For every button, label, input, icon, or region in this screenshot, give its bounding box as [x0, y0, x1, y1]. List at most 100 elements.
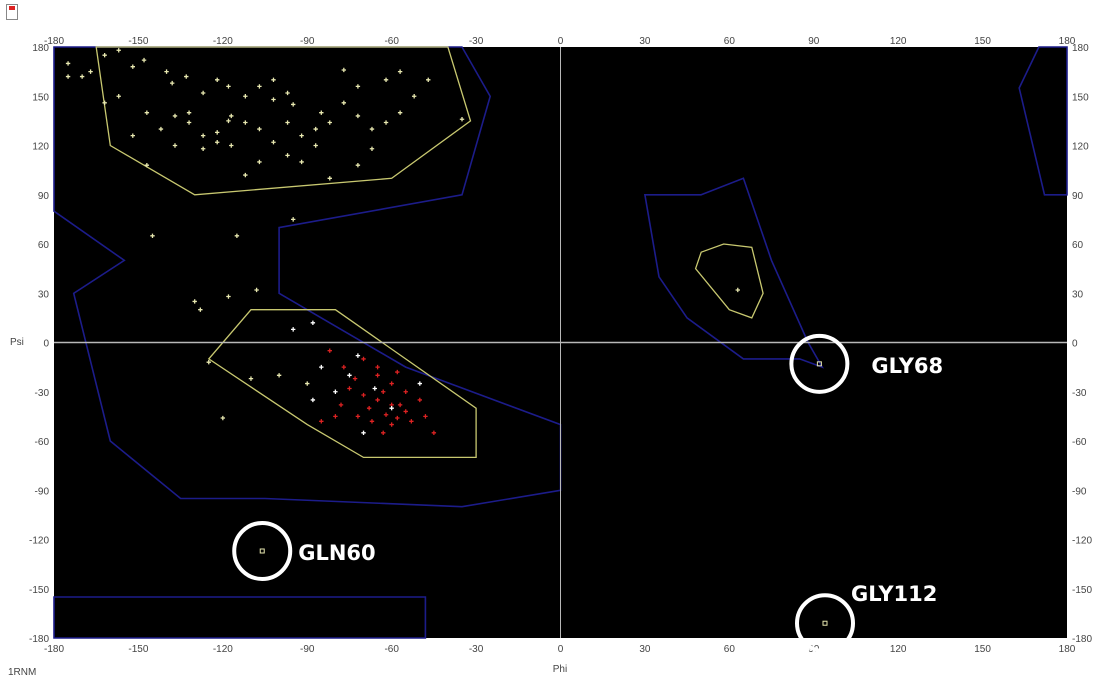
residue-outside-point-5 [226, 294, 231, 299]
residue-point-51 [130, 133, 135, 138]
residue-point-60 [186, 110, 192, 115]
x-tick-top-2: -120 [213, 36, 233, 47]
helix-residue-point-26 [341, 364, 347, 370]
x-tick-bottom-3: -90 [300, 644, 315, 655]
x-tick-bottom-6: 0 [558, 644, 564, 655]
y-axis-title: Psi [10, 337, 24, 348]
residue-outside-point-11 [276, 373, 282, 378]
x-tick-top-1: -150 [128, 36, 148, 47]
x-tick-bottom-10: 120 [890, 644, 907, 655]
residue-point-20 [172, 113, 178, 119]
helix-residue-white-point-6 [389, 405, 394, 411]
x-tick-bottom-4: -60 [384, 644, 399, 655]
helix-residue-point-9 [366, 405, 372, 411]
residue-point-63 [290, 102, 296, 107]
residue-point-43 [341, 67, 347, 73]
helix-residue-point-11 [395, 415, 400, 421]
helix-residue-point-10 [383, 412, 389, 417]
helix-residue-point-22 [381, 389, 386, 394]
helix-residue-point-14 [403, 389, 408, 394]
callout-residue-1 [816, 361, 822, 367]
y-tick-left-3: 90 [38, 191, 50, 202]
helix-residue-point-17 [423, 414, 428, 419]
x-tick-top-9: 90 [808, 36, 820, 47]
residue-outside-point-0 [150, 233, 155, 238]
residue-point-56 [369, 146, 375, 151]
residue-point-54 [327, 176, 332, 181]
helix-residue-point-21 [397, 402, 403, 408]
x-tick-top-3: -90 [300, 36, 315, 47]
points-layer [65, 48, 740, 435]
helix-residue-point-19 [431, 430, 437, 435]
callout-residue-2 [822, 620, 828, 626]
x-tick-top-12: 180 [1059, 36, 1076, 47]
helix-residue-point-15 [417, 397, 423, 403]
y-tick-right-0: 180 [1072, 43, 1089, 54]
allowed-region-1 [643, 177, 824, 369]
helix-residue-white-point-8 [417, 381, 423, 386]
residue-point-29 [299, 133, 304, 138]
residue-outside-point-8 [206, 360, 211, 365]
x-tick-top-8: 60 [724, 36, 736, 47]
residue-outside-point-3 [192, 299, 197, 304]
helix-residue-point-4 [347, 386, 352, 391]
structure-id: 1RNM [8, 667, 36, 678]
residue-outside-point-13 [735, 287, 740, 293]
helix-residue-point-28 [319, 419, 324, 424]
residue-point-22 [200, 133, 206, 138]
residue-point-13 [243, 94, 248, 99]
residue-point-46 [257, 159, 262, 165]
x-tick-top-7: 30 [639, 36, 651, 47]
y-tick-left-6: 0 [43, 339, 49, 350]
y-tick-left-9: -90 [35, 486, 50, 497]
residue-point-10 [200, 90, 206, 96]
y-tick-right-3: 90 [1072, 191, 1084, 202]
callout-label-1: GLY68 [871, 354, 943, 378]
helix-residue-point-1 [361, 356, 366, 362]
residue-point-49 [172, 143, 178, 148]
helix-residue-point-24 [369, 419, 375, 424]
residue-point-5 [130, 64, 135, 69]
residue-point-40 [397, 69, 403, 74]
y-tick-right-7: -30 [1072, 388, 1087, 399]
helix-residue-white-point-2 [319, 364, 324, 370]
y-tick-left-2: 120 [32, 142, 49, 153]
y-tick-right-9: -90 [1072, 486, 1087, 497]
helix-residue-white-point-3 [347, 373, 352, 378]
helix-residue-white-point-1 [310, 320, 316, 325]
residue-point-42 [355, 84, 361, 89]
helix-residue-point-20 [333, 414, 338, 419]
residue-point-18 [144, 110, 150, 115]
x-tick-bottom-11: 150 [974, 644, 991, 655]
x-tick-top-0: -180 [44, 36, 64, 47]
residue-point-0 [65, 61, 71, 66]
y-tick-right-8: -60 [1072, 437, 1087, 448]
y-tick-right-11: -150 [1072, 585, 1092, 596]
helix-residue-white-point-10 [372, 386, 377, 391]
y-tick-left-0: 180 [32, 43, 49, 54]
helix-residue-point-25 [352, 376, 358, 381]
residue-point-36 [383, 120, 389, 125]
residue-point-11 [215, 77, 220, 83]
y-tick-right-12: -180 [1072, 634, 1092, 645]
residue-point-47 [229, 143, 234, 148]
helix-residue-point-5 [361, 392, 366, 398]
y-tick-left-11: -150 [29, 585, 49, 596]
zero-lines-layer [54, 47, 1067, 638]
residue-point-45 [285, 153, 290, 158]
helix-residue-white-point-9 [310, 397, 316, 403]
callout-circle-2 [795, 593, 856, 654]
helix-residue-point-18 [375, 373, 380, 378]
residue-point-9 [184, 74, 189, 79]
y-tick-left-5: 30 [38, 289, 50, 300]
residue-point-33 [341, 100, 347, 106]
y-tick-left-10: -120 [29, 536, 49, 547]
residue-outside-point-2 [290, 217, 296, 222]
y-tick-left-4: 60 [38, 240, 50, 251]
x-tick-bottom-2: -120 [213, 644, 233, 655]
y-tick-left-7: -30 [35, 388, 50, 399]
residue-point-41 [383, 77, 389, 83]
residue-point-55 [355, 163, 361, 168]
helix-residue-white-point-7 [355, 353, 361, 358]
residue-point-2 [88, 69, 93, 74]
